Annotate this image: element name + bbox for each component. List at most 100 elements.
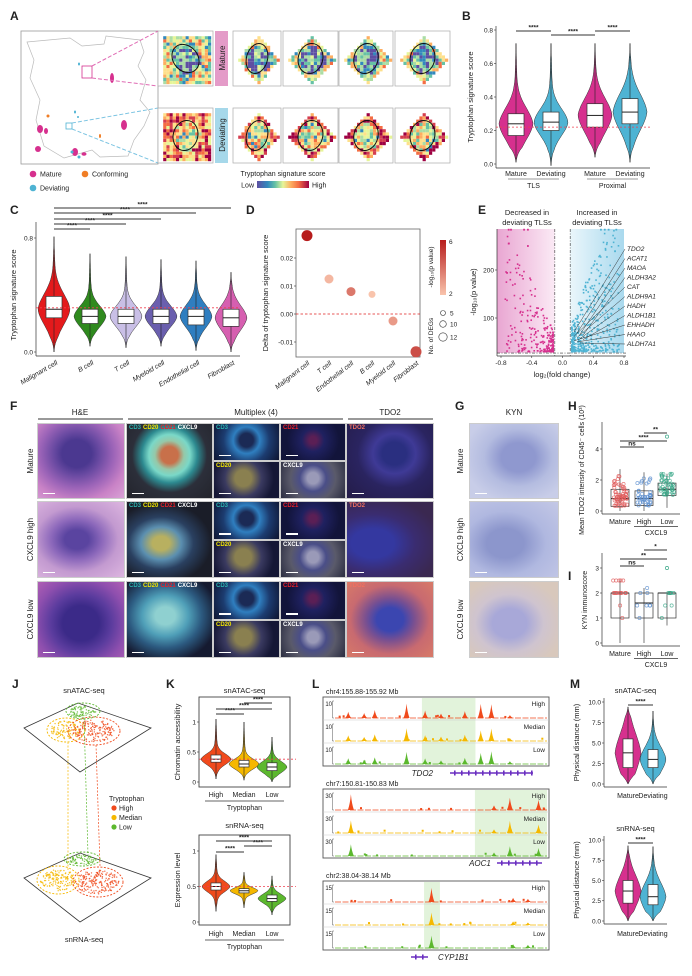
marker-labels: CXCL9 — [283, 463, 305, 469]
spot — [195, 68, 199, 72]
cell-dot — [90, 872, 93, 874]
spot — [247, 145, 251, 149]
coverage-peak — [371, 734, 378, 741]
spot — [188, 129, 192, 133]
chart-title: snATAC-seq — [615, 686, 656, 695]
gene-label: TDO2 — [412, 769, 434, 778]
spot — [260, 61, 264, 65]
data-point — [521, 314, 523, 316]
cell-dot — [106, 738, 109, 740]
exon — [510, 770, 512, 776]
legend-label: Mature — [40, 172, 62, 179]
spot — [260, 58, 264, 62]
cell-dot — [113, 886, 115, 888]
data-point — [644, 481, 649, 486]
spot — [294, 55, 298, 59]
coverage-noise — [445, 946, 448, 949]
chart-title: snATAC-seq — [224, 686, 265, 695]
spot — [208, 151, 212, 155]
spot — [320, 122, 324, 126]
data-point — [594, 260, 596, 262]
spot — [163, 58, 167, 62]
spot — [176, 132, 180, 136]
tls-region — [110, 73, 114, 83]
data-point — [346, 287, 356, 297]
cell-dot — [117, 881, 120, 883]
data-point — [603, 316, 606, 319]
data-point — [584, 284, 587, 287]
cell-dot — [85, 876, 88, 878]
spot — [179, 45, 183, 49]
cell-dot — [75, 728, 78, 731]
spot — [366, 68, 370, 72]
spot — [251, 68, 255, 72]
spot — [270, 129, 274, 133]
data-point — [578, 301, 580, 304]
spot — [260, 77, 264, 81]
y-axis-label: Delta of tryptophan signature score — [261, 235, 270, 352]
spot — [344, 58, 348, 62]
data-point — [517, 343, 520, 346]
row-label-mature-bg — [215, 31, 228, 86]
data-point — [548, 350, 550, 352]
spot — [382, 58, 386, 62]
spot — [310, 45, 314, 49]
spot — [373, 45, 377, 49]
data-point — [670, 492, 675, 497]
data-point — [591, 285, 593, 287]
spot — [432, 122, 436, 126]
spot — [291, 61, 295, 65]
spot — [425, 65, 429, 69]
panel-letter: C — [10, 203, 19, 217]
data-point — [670, 487, 675, 492]
spot — [323, 58, 327, 62]
marker-labels: CD21 — [283, 503, 300, 509]
spot — [369, 45, 373, 49]
x-tick-label: Deviating — [615, 171, 644, 178]
spot — [310, 142, 314, 146]
cell-dot — [89, 880, 92, 882]
spot — [204, 148, 208, 152]
data-point — [610, 295, 612, 297]
coverage-peak — [524, 922, 531, 925]
spot — [307, 65, 311, 69]
cell-dot — [79, 881, 81, 883]
marker-labels: CXCL9 — [283, 622, 305, 628]
spot — [179, 126, 183, 130]
data-point — [585, 305, 588, 308]
spot — [360, 74, 364, 78]
spot — [429, 74, 433, 78]
cell-dot — [98, 727, 100, 729]
data-point — [571, 350, 574, 353]
cell-dot — [107, 879, 109, 881]
spot — [201, 36, 205, 40]
spot — [297, 68, 301, 72]
spot — [366, 158, 370, 162]
cell-dot — [109, 882, 112, 884]
spot — [353, 126, 357, 130]
data-point — [544, 348, 546, 351]
cell-dot — [69, 857, 71, 859]
cell-dot — [52, 727, 54, 729]
data-point — [604, 286, 607, 289]
x-tick-label: Mature — [584, 171, 606, 178]
marker-label-cxcl9: CXCL9 — [283, 541, 303, 548]
marker-label-cd21: CD21 — [283, 583, 299, 589]
panel-letter: D — [246, 203, 255, 217]
spot — [432, 65, 436, 69]
data-point — [617, 307, 620, 310]
spot — [166, 61, 170, 65]
data-point — [546, 347, 548, 349]
spot — [257, 151, 261, 155]
data-point — [551, 338, 554, 341]
data-point — [582, 288, 585, 291]
spot — [270, 132, 274, 136]
spot — [179, 71, 183, 75]
spot — [425, 52, 429, 56]
data-point — [528, 327, 531, 329]
spot — [195, 132, 199, 136]
data-point — [598, 255, 600, 258]
spot — [208, 113, 212, 117]
data-point — [663, 475, 668, 480]
